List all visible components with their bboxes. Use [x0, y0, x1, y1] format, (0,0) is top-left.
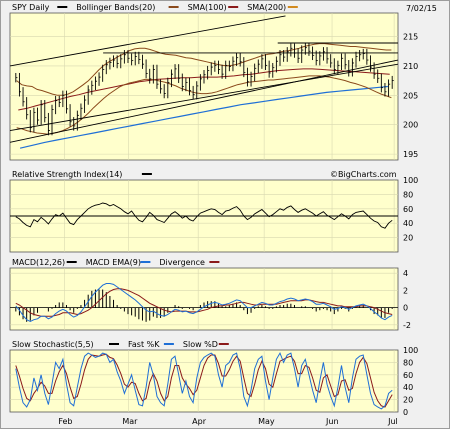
price-y-tick: 215	[403, 33, 418, 42]
macd-panel	[9, 267, 399, 331]
trend-line-2	[9, 63, 399, 132]
stochastic-legend-label-1: Fast %K	[128, 340, 160, 349]
price-legend-label-3: SMA(200)	[247, 3, 286, 12]
price-y-tick: 205	[403, 91, 418, 100]
rsi-y-tick: 80	[403, 190, 413, 199]
macd-y-tick: -2	[403, 321, 411, 330]
date-label: 7/02/15	[406, 4, 437, 13]
price-y-tick: 210	[403, 62, 418, 71]
rsi-y-tick: 100	[403, 176, 418, 185]
watermark: ©BigCharts.com	[330, 170, 397, 179]
stochastic-y-tick: 60	[403, 371, 413, 380]
fast-k-line	[15, 351, 393, 410]
stochastic-y-tick: 40	[403, 383, 413, 392]
macd-legend-label-2: Divergence	[159, 258, 205, 267]
slow-d-line	[15, 353, 393, 408]
stochastic-y-tick: 100	[403, 346, 418, 355]
rsi-plot	[10, 202, 398, 229]
month-label: Jun	[325, 417, 339, 426]
price-legend-label-2: SMA(100)	[188, 3, 227, 12]
price-legend-label-0: SPY Daily	[12, 3, 50, 12]
stochastic-y-tick: 0	[403, 408, 408, 417]
price-y-tick: 200	[403, 121, 418, 130]
month-label: Mar	[122, 417, 138, 426]
macd-legend-label-1: MACD EMA(9)	[86, 258, 141, 267]
month-label: Jul	[387, 417, 398, 426]
stochastic-legend-label-2: Slow %D	[183, 340, 218, 349]
month-label: May	[258, 417, 275, 426]
trend-line-0	[9, 15, 286, 67]
y-tick-labels: 19520020521021520406080100-2024020406080…	[403, 33, 418, 417]
price-legend-label-1: Bollinger Bands(20)	[76, 3, 155, 12]
rsi-legend-label-0: Relative Strength Index(14)	[12, 170, 122, 179]
trend-line-1	[9, 59, 399, 143]
price-panel	[9, 12, 399, 161]
stochastic-legend-label-0: Slow Stochastic(5,5)	[12, 340, 94, 349]
stochastic-plot	[15, 351, 393, 410]
macd-y-tick: 2	[403, 286, 408, 295]
rsi-y-tick: 40	[403, 219, 413, 228]
macd-line	[15, 283, 393, 322]
price-y-tick: 195	[403, 150, 418, 159]
sma200-line	[19, 85, 388, 149]
macd-legend-label-0: MACD(12,26)	[12, 258, 65, 267]
bollinger-lower	[16, 75, 392, 135]
bollinger-upper	[16, 43, 392, 96]
price-plot	[9, 15, 399, 149]
macd-y-tick: 0	[403, 304, 408, 313]
month-label: Apr	[192, 417, 207, 426]
rsi-line	[15, 202, 393, 229]
macd-plot	[10, 283, 398, 322]
rsi-y-tick: 60	[403, 205, 413, 214]
stochastic-y-tick: 20	[403, 396, 413, 405]
stochastic-y-tick: 80	[403, 358, 413, 367]
gridlines	[10, 36, 398, 400]
legends: SPY Daily Bollinger Bands(20) SMA(100) SMA(…	[12, 3, 298, 349]
rsi-y-tick: 20	[403, 234, 413, 243]
macd-y-tick: 4	[403, 269, 408, 278]
month-label: Feb	[58, 417, 72, 426]
